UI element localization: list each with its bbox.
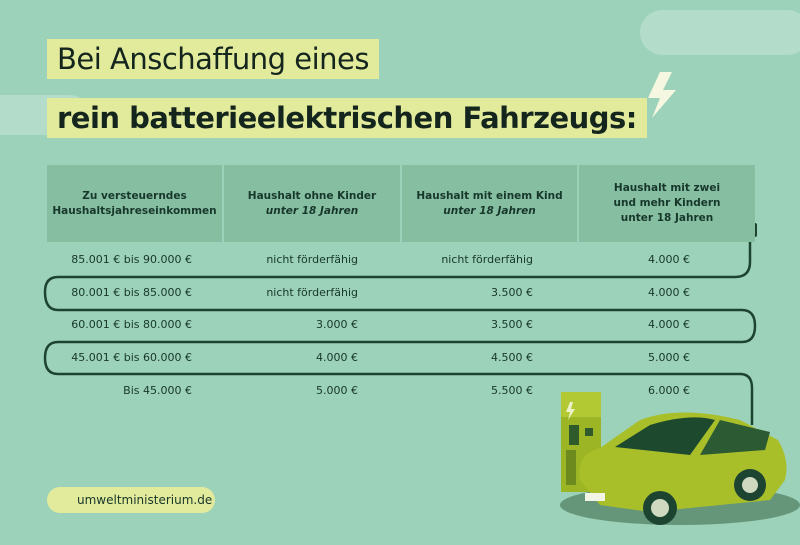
- website-label: umweltministerium.de: [77, 493, 213, 507]
- table-cell: 4.000 €: [648, 253, 690, 266]
- column-header-income: Zu versteuerndes Haushaltsjahreseinkomme…: [47, 165, 222, 242]
- table-cell: 3.500 €: [491, 286, 533, 299]
- table-cell: 3.500 €: [491, 318, 533, 331]
- title-line-1: Bei Anschaffung eines: [47, 39, 379, 79]
- header-text: Haushaltsjahreseinkommen: [52, 204, 217, 217]
- table-cell: nicht förderfähig: [441, 253, 533, 266]
- header-text: Haushalt ohne Kinder: [247, 189, 377, 202]
- table-cell: 5.500 €: [491, 384, 533, 397]
- table-cell: 60.001 € bis 80.000 €: [71, 318, 192, 331]
- table-cell: 3.000 €: [316, 318, 358, 331]
- table-cell: 4.500 €: [491, 351, 533, 364]
- table-cell: Bis 45.000 €: [123, 384, 192, 397]
- table-cell: nicht förderfähig: [266, 253, 358, 266]
- header-text: Zu versteuerndes: [82, 189, 187, 202]
- table-cell: 45.001 € bis 60.000 €: [71, 351, 192, 364]
- lightning-icon: [648, 72, 676, 118]
- header-text: Haushalt mit zwei: [613, 182, 721, 194]
- table-cell: 80.001 € bis 85.000 €: [71, 286, 192, 299]
- header-subtext: unter 18 Jahren: [443, 204, 536, 217]
- table-cell: 4.000 €: [648, 286, 690, 299]
- website-badge[interactable]: umweltministerium.de: [47, 487, 215, 513]
- table-cell: nicht förderfähig: [266, 286, 358, 299]
- header-subtext: unter 18 Jahren: [265, 204, 359, 217]
- header-text: und mehr Kindern: [613, 197, 721, 209]
- column-header-no-children: Haushalt ohne Kinder unter 18 Jahren: [224, 165, 400, 242]
- column-header-two-plus-children: Haushalt mit zwei und mehr Kindern unter…: [579, 165, 755, 242]
- column-header-one-child: Haushalt mit einem Kind unter 18 Jahren: [402, 165, 577, 242]
- table-cell: 5.000 €: [316, 384, 358, 397]
- header-text: Haushalt mit einem Kind: [416, 189, 563, 202]
- table-cell: 4.000 €: [648, 318, 690, 331]
- table-cell: 5.000 €: [648, 351, 690, 364]
- table-cell: 4.000 €: [316, 351, 358, 364]
- cloud: [640, 10, 800, 55]
- title-line-2: rein batterieelektrischen Fahrzeugs:: [47, 98, 647, 138]
- charging-cable: [43, 240, 757, 425]
- table-cell: 85.001 € bis 90.000 €: [71, 253, 192, 266]
- header-text: unter 18 Jahren: [620, 212, 714, 224]
- table-cell: 6.000 €: [648, 384, 690, 397]
- electric-car-icon: [560, 412, 800, 525]
